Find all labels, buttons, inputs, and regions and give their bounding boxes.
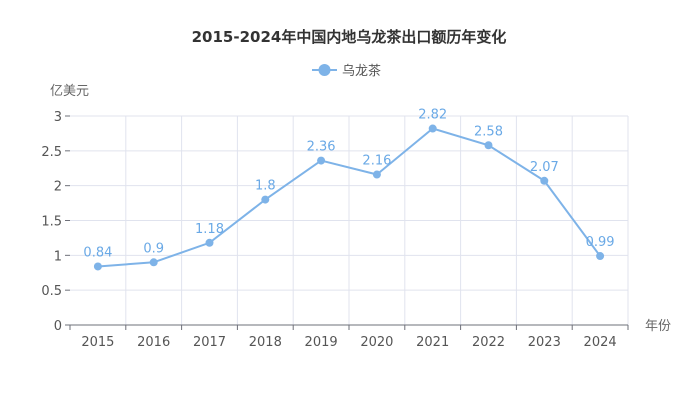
data-point xyxy=(484,141,493,150)
y-tick-label: 3 xyxy=(54,110,62,125)
y-tick-label: 1 xyxy=(54,249,62,264)
x-tick-label: 2021 xyxy=(416,335,449,350)
data-label: 2.07 xyxy=(530,160,559,175)
y-tick-label: 1.5 xyxy=(41,215,62,230)
y-tick-label: 2 xyxy=(54,180,62,195)
data-point xyxy=(317,156,326,165)
data-point xyxy=(428,124,437,133)
data-label: 2.36 xyxy=(307,140,336,155)
x-tick-label: 2022 xyxy=(472,335,505,350)
legend-marker-icon xyxy=(318,64,331,76)
x-tick-label: 2018 xyxy=(249,335,282,350)
chart-title: 2015-2024年中国内地乌龙茶出口额历年变化 xyxy=(192,28,507,46)
x-tick-label: 2023 xyxy=(528,335,561,350)
data-point xyxy=(93,262,102,271)
data-label: 1.18 xyxy=(195,222,224,237)
legend-item[interactable]: 乌龙茶 xyxy=(312,63,381,79)
legend-label: 乌龙茶 xyxy=(342,63,381,79)
data-point xyxy=(205,238,214,247)
data-point xyxy=(261,195,270,204)
x-axis-name: 年份 xyxy=(645,319,671,334)
y-tick-label: 2.5 xyxy=(41,145,62,160)
data-point xyxy=(149,258,158,267)
data-label: 0.84 xyxy=(83,245,112,260)
data-point xyxy=(596,252,605,261)
data-point xyxy=(372,170,381,179)
x-tick-label: 2019 xyxy=(305,335,338,350)
data-label: 0.99 xyxy=(586,235,615,250)
y-axis-name: 亿美元 xyxy=(50,84,89,99)
x-tick-label: 2017 xyxy=(193,335,226,350)
data-label: 2.16 xyxy=(362,154,391,169)
x-tick-label: 2020 xyxy=(360,335,393,350)
data-label: 0.9 xyxy=(143,241,164,256)
data-label: 1.8 xyxy=(255,179,276,194)
series-line xyxy=(97,127,601,268)
x-tick-label: 2024 xyxy=(584,335,617,350)
x-tick-label: 2016 xyxy=(137,335,170,350)
data-point xyxy=(540,176,549,185)
y-tick-label: 0.5 xyxy=(41,284,62,299)
data-label: 2.82 xyxy=(418,108,447,123)
data-label: 2.58 xyxy=(474,124,503,139)
x-tick-label: 2015 xyxy=(81,335,114,350)
y-tick-label: 0 xyxy=(54,319,62,334)
